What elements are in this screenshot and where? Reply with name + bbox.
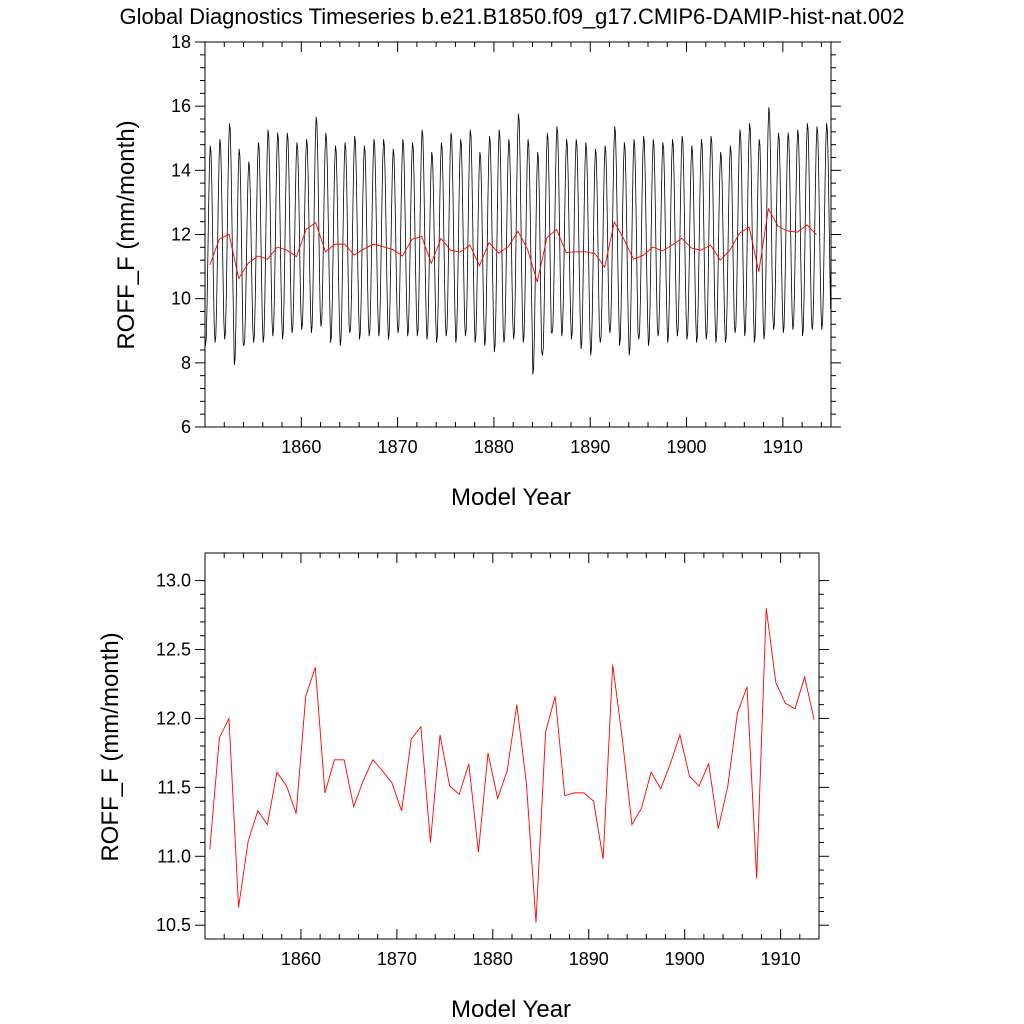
x-tick-label: 1910 [761, 949, 801, 969]
top-plot-content [205, 107, 831, 375]
y-tick-label: 12.5 [156, 640, 191, 660]
y-tick-label: 18 [171, 32, 191, 52]
y-tick-label: 11.0 [157, 846, 191, 866]
x-tick-label: 1860 [281, 437, 321, 457]
monthly-series-line [205, 107, 831, 375]
annual-mean-line-top [209, 207, 817, 283]
x-tick-label: 1880 [474, 437, 514, 457]
y-tick-label: 12.0 [156, 708, 191, 728]
y-tick-label: 6 [181, 417, 191, 437]
y-tick-label: 8 [181, 353, 191, 373]
y-tick-label: 12 [171, 225, 191, 245]
x-tick-label: 1890 [569, 949, 609, 969]
y-tick-label: 11.5 [157, 777, 191, 797]
x-tick-label: 1870 [378, 437, 418, 457]
y-tick-label: 14 [171, 160, 191, 180]
figure-title: Global Diagnostics Timeseries b.e21.B185… [119, 4, 904, 29]
y-tick-label: 16 [171, 96, 191, 116]
x-tick-label: 1890 [570, 437, 610, 457]
x-tick-label: 1880 [473, 949, 513, 969]
timeseries-panel-bottom: 1860 1870 1880 1890 1900 1910 10.5 11.0 11.5 12.0… [97, 552, 829, 1023]
top-x-axis-label: Model Year [451, 484, 571, 511]
top-plot-frame [204, 41, 832, 428]
y-tick-label: 10 [171, 289, 191, 309]
bottom-plot-content [209, 608, 815, 923]
annual-mean-line-bottom [209, 608, 815, 923]
x-tick-label: 1860 [281, 949, 321, 969]
x-tick-label: 1870 [377, 949, 417, 969]
x-tick-label: 1900 [665, 949, 705, 969]
y-tick-label: 13.0 [156, 571, 191, 591]
bottom-axes: 1860 1870 1880 1890 1900 1910 10.5 11.0 11.5 12.0… [156, 553, 829, 969]
top-y-axis-label: ROFF_F (mm/month) [113, 120, 140, 349]
y-tick-label: 10.5 [156, 915, 191, 935]
timeseries-panel-top: 1860 1870 1880 1890 1900 1910 6 8 10 12 14 16 18 Mod… [113, 32, 841, 511]
top-axes: 1860 1870 1880 1890 1900 1910 6 8 10 12 14 16 18 [171, 32, 841, 457]
bottom-x-axis-label: Model Year [451, 996, 571, 1023]
x-tick-label: 1910 [763, 437, 803, 457]
bottom-plot-frame [204, 552, 820, 940]
x-tick-label: 1900 [667, 437, 707, 457]
bottom-y-axis-label: ROFF_F (mm/month) [97, 632, 124, 861]
